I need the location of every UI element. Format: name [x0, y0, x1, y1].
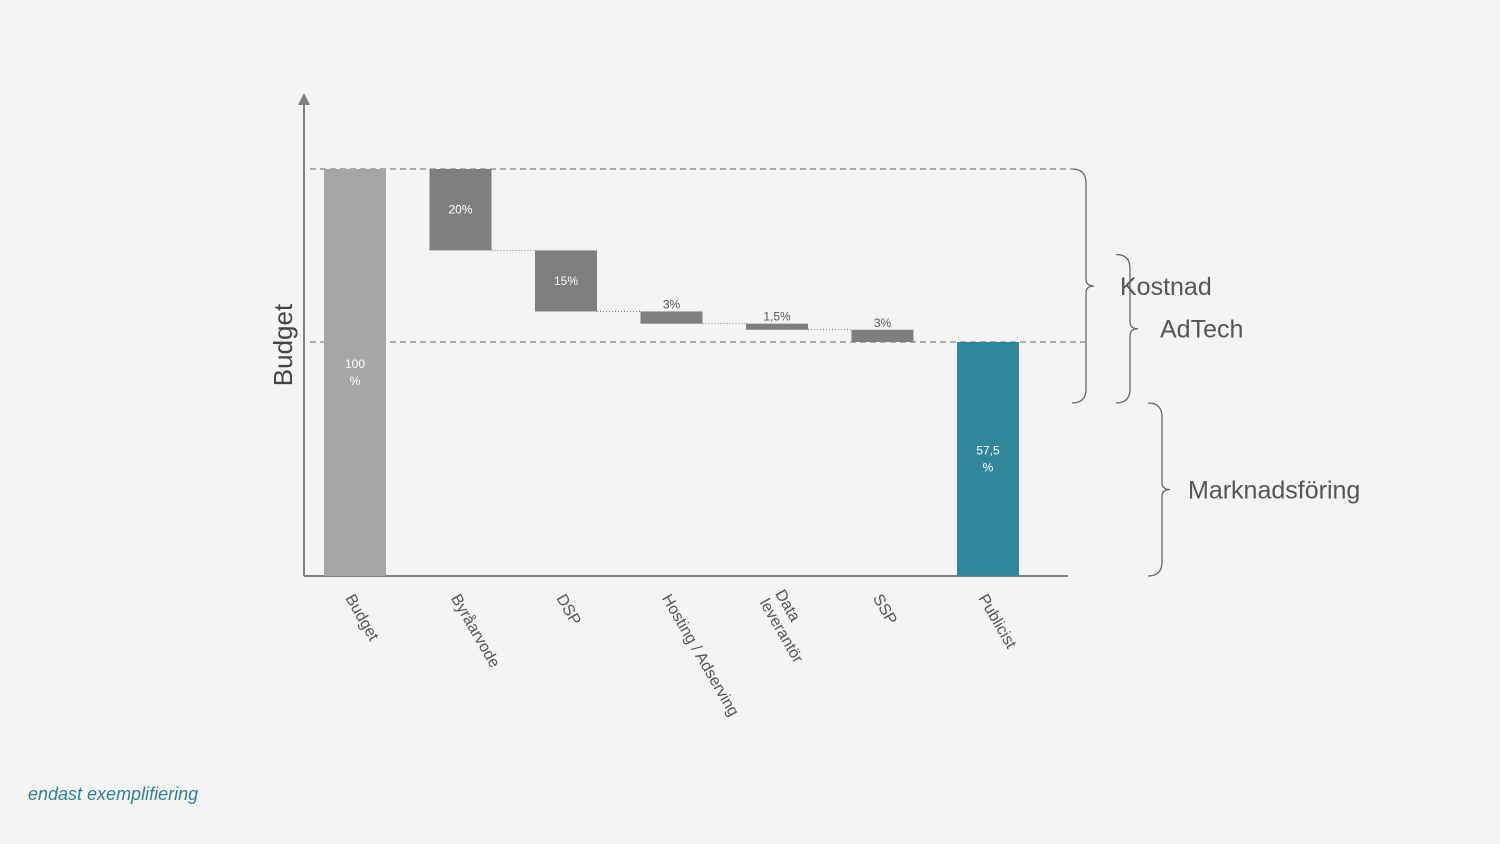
category-labels: Budget Byråarvode DSP Hosting / Adserving Da…: [342, 587, 1020, 719]
data-label: 1,5%: [763, 310, 791, 324]
bar-labels: 100% 20% 15% 3% 1,5% 3% 57,5%: [345, 203, 1000, 475]
bracket: [1115, 253, 1139, 404]
bars: [324, 169, 1019, 576]
data-label: 100: [345, 357, 365, 371]
category-label: Byråarvode: [447, 591, 504, 671]
bracket: [1147, 402, 1171, 577]
category-label: Budget: [342, 592, 382, 645]
bar: [429, 169, 492, 251]
bar: [851, 329, 914, 342]
bar: [324, 169, 386, 576]
data-label: 57,5: [976, 443, 1000, 457]
category-label-text: Hosting / Adserving: [658, 592, 742, 720]
category-label: Publicist: [975, 592, 1020, 653]
category-label: DSP: [553, 592, 584, 629]
category-label-text: DSP: [553, 592, 584, 629]
category-label: Hosting / Adserving: [658, 592, 742, 720]
bar: [746, 323, 808, 330]
category-label-text: Publicist: [975, 592, 1020, 653]
data-label: 20%: [448, 203, 472, 217]
bracket-label: Kostnad: [1120, 273, 1212, 301]
brackets: Kostnad AdTech Marknadsföring: [1071, 168, 1360, 577]
category-label-text: Byråarvode: [447, 591, 504, 671]
bar: [535, 250, 597, 312]
category-label-text: SSP: [869, 592, 900, 628]
data-label: 15%: [554, 274, 578, 288]
y-axis-arrow: [298, 93, 310, 105]
footnote: endast exemplifiering: [28, 784, 199, 804]
connector-lines: [491, 249, 852, 331]
guide-lines: [310, 168, 1085, 343]
data-label: 3%: [874, 316, 892, 330]
bracket: [1071, 168, 1095, 404]
y-axis-title: Budget: [268, 303, 298, 386]
data-label: %: [983, 460, 994, 474]
bracket-label: AdTech: [1160, 316, 1243, 344]
bar: [957, 341, 1019, 576]
category-label: SSP: [869, 592, 900, 628]
data-label: 3%: [663, 297, 681, 311]
data-label: %: [350, 374, 361, 388]
bracket-label: Marknadsföring: [1188, 477, 1360, 505]
chart-axes: [298, 93, 1068, 577]
bar: [640, 311, 703, 324]
category-label-text: Budget: [342, 592, 382, 645]
